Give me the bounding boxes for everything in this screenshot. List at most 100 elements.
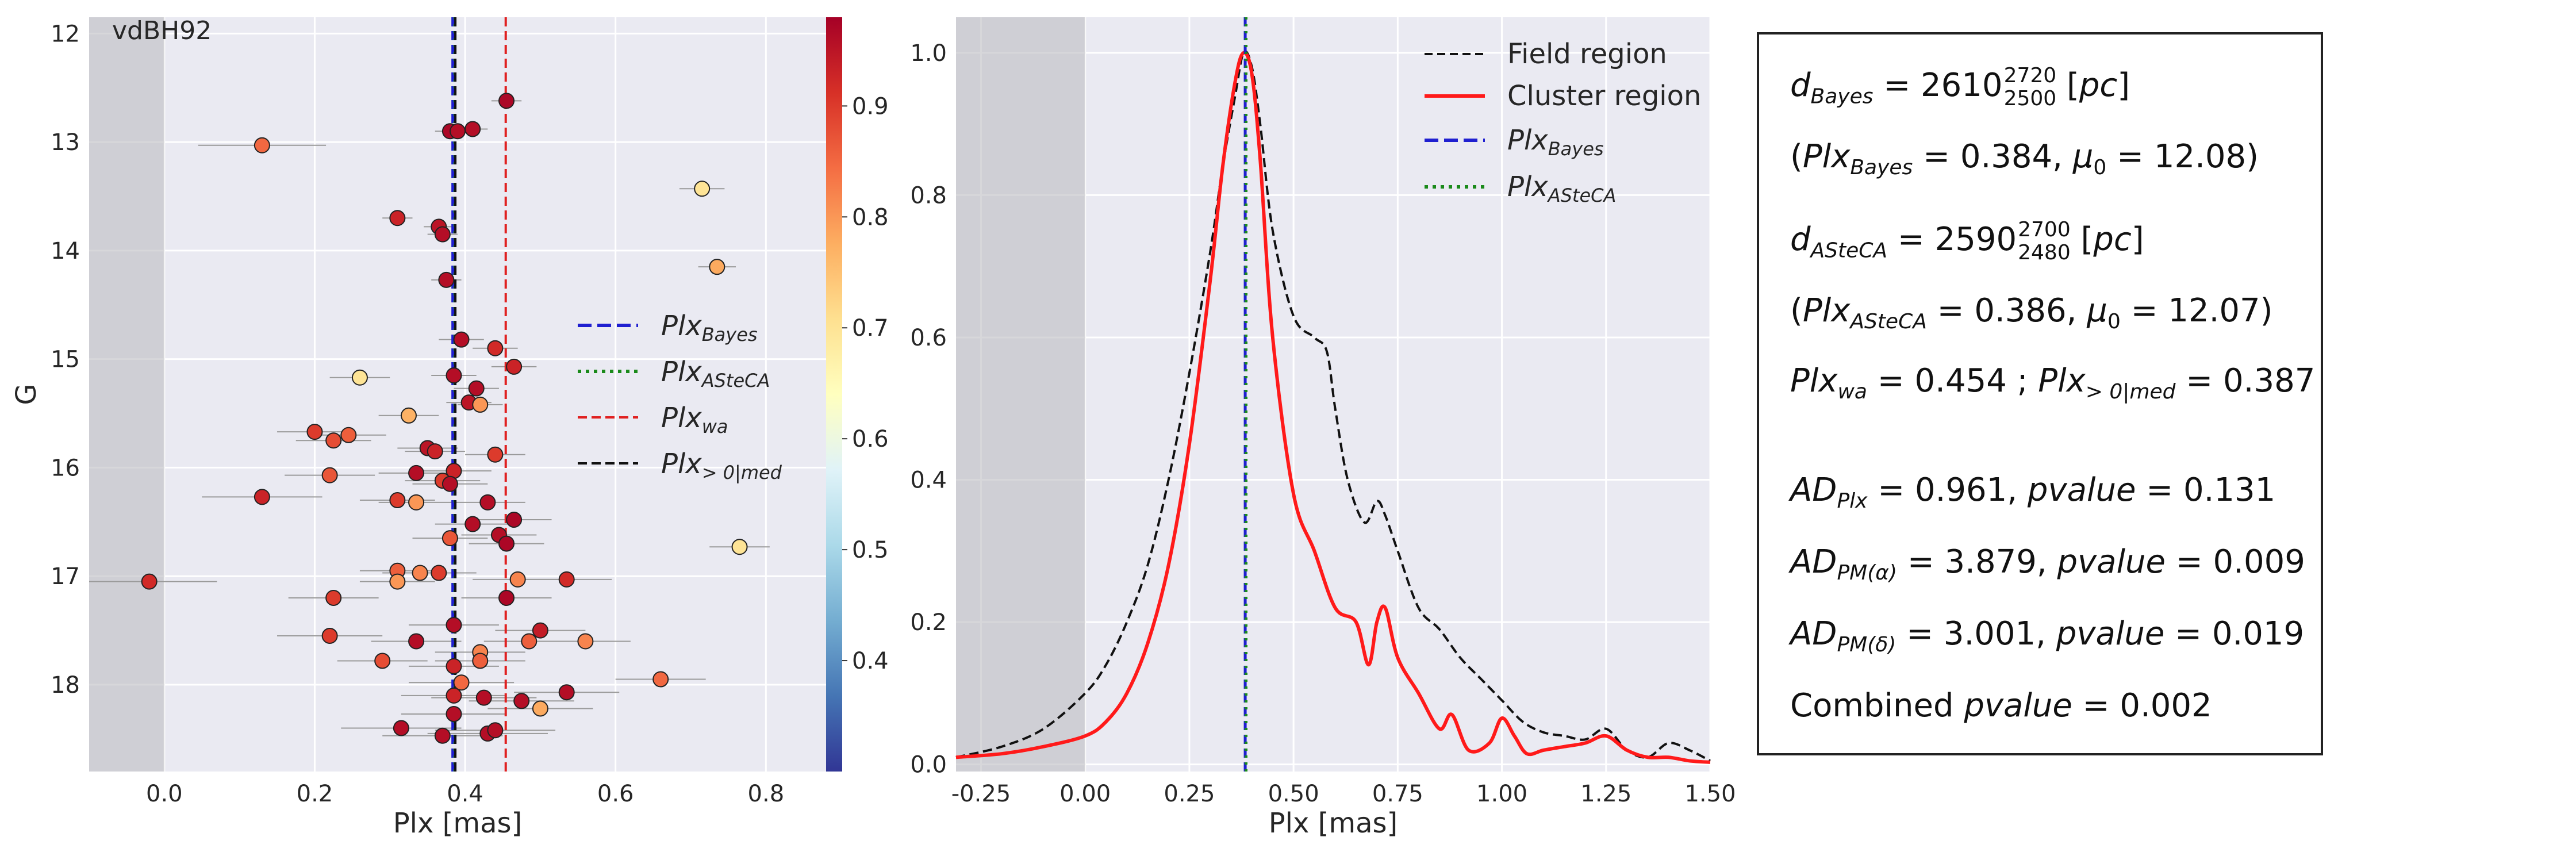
scatter-point-16 — [468, 380, 485, 397]
scatter-point-49 — [498, 589, 515, 606]
stat-ad-pm-delta: ADPM(δ) = 3.001, pvalue = 0.019 — [1790, 615, 2305, 657]
line-series-1 — [955, 51, 1711, 764]
scatter-point-9 — [709, 259, 725, 275]
colorbar-tick-1: 0.5 — [852, 537, 889, 563]
line-series-0 — [955, 50, 1711, 762]
colorbar — [826, 17, 842, 772]
line-y-tick-0: 0.0 — [910, 752, 947, 778]
scatter-point-24 — [427, 443, 443, 460]
scatter-point-22 — [340, 427, 357, 443]
scatter-point-6 — [389, 210, 406, 227]
scatter-y-label: G — [10, 383, 43, 405]
scatter-point-11 — [453, 331, 470, 348]
colorbar-tick-2: 0.6 — [852, 426, 889, 452]
scatter-shade-rect — [89, 17, 164, 772]
scatter-point-58 — [374, 653, 391, 669]
legend-label-asteca: PlxASteCA — [661, 356, 770, 392]
line-x-tick-5: 1.00 — [1476, 781, 1527, 807]
scatter-point-3 — [450, 123, 466, 140]
scatter-point-14 — [351, 369, 368, 386]
scatter-point-68 — [393, 720, 409, 736]
scatter-point-66 — [532, 700, 548, 717]
scatter-point-0 — [498, 93, 515, 109]
scatter-points — [141, 93, 748, 744]
scatter-point-50 — [446, 617, 462, 634]
legend-label-wa: Plxwa — [661, 402, 728, 437]
line-x-label: Plx [mas] — [1269, 807, 1398, 839]
line-shade-rect — [956, 17, 1085, 772]
stat-d-bayes: dBayes = 2610 2720 2500 [pc] — [1790, 64, 2130, 110]
scatter-point-1 — [254, 137, 270, 153]
line-x-tick-2: 0.25 — [1164, 781, 1215, 807]
line-panel: -0.25 0.00 0.25 0.50 0.75 1.00 1.25 1.50 0.0 0.2… — [910, 17, 1736, 839]
scatter-y-tick-0: 12 — [51, 21, 80, 47]
scatter-point-18 — [472, 396, 489, 413]
scatter-point-37 — [442, 530, 458, 547]
legend-label-bayes: PlxBayes — [661, 310, 758, 346]
scatter-point-54 — [521, 633, 538, 650]
line-y-tick-4: 0.8 — [910, 182, 947, 209]
scatter-point-59 — [446, 658, 462, 674]
scatter-point-52 — [321, 628, 338, 644]
scatter-y-tick-3: 15 — [51, 347, 80, 373]
scatter-point-13 — [506, 358, 523, 375]
stat-plx-wa-med: Plxwa = 0.454 ; Plx> 0|med = 0.387 — [1790, 362, 2316, 404]
line-y-ticks: 0.0 0.2 0.4 0.6 0.8 1.0 — [910, 40, 947, 778]
line-x-tick-3: 0.50 — [1268, 781, 1319, 807]
scatter-point-53 — [408, 633, 425, 650]
scatter-panel: 0.0 0.2 0.4 0.6 0.8 12 13 14 15 16 17 18 vdBH92 Pl… — [10, 16, 889, 839]
scatter-point-51 — [532, 622, 548, 639]
scatter-y-tick-6: 18 — [51, 672, 80, 699]
line-vertical-lines — [1243, 17, 1248, 772]
line-shaded-region — [956, 17, 1085, 772]
scatter-x-tick-3: 0.6 — [597, 781, 634, 807]
scatter-point-71 — [487, 722, 504, 739]
scatter-x-ticks: 0.0 0.2 0.4 0.6 0.8 — [146, 781, 784, 807]
scatter-y-tick-5: 17 — [51, 563, 80, 590]
scatter-point-32 — [389, 492, 406, 509]
stat-d-asteca: dASteCA = 2590 2700 2480 [pc] — [1790, 218, 2144, 264]
scatter-y-tick-1: 13 — [51, 129, 80, 156]
scatter-point-38 — [464, 516, 481, 532]
scatter-point-45 — [389, 573, 406, 590]
scatter-point-31 — [254, 489, 270, 505]
line-x-tick-7: 1.50 — [1684, 781, 1736, 807]
colorbar-tick-3: 0.7 — [852, 315, 889, 341]
scatter-point-55 — [577, 633, 594, 650]
scatter-point-12 — [487, 340, 504, 356]
scatter-point-26 — [321, 467, 338, 483]
line-legend: Field region Cluster region PlxBayes Plx… — [1425, 38, 1701, 206]
scatter-point-19 — [400, 407, 417, 424]
legend-label-asteca-2: PlxASteCA — [1507, 171, 1616, 206]
scatter-point-20 — [306, 424, 323, 440]
scatter-point-8 — [434, 226, 451, 243]
scatter-point-35 — [506, 512, 523, 528]
scatter-point-43 — [412, 565, 428, 581]
legend-label-med: Plx> 0|med — [661, 448, 782, 483]
stat-ad-pm-alpha: ADPM(α) = 3.879, pvalue = 0.009 — [1790, 543, 2305, 585]
scatter-point-40 — [731, 539, 748, 555]
scatter-point-27 — [408, 465, 425, 481]
line-x-ticks: -0.25 0.00 0.25 0.50 0.75 1.00 1.25 1.50 — [951, 781, 1736, 807]
scatter-point-41 — [141, 573, 158, 590]
scatter-y-tick-4: 16 — [51, 455, 80, 481]
line-x-tick-1: 0.00 — [1059, 781, 1111, 807]
scatter-vertical-lines — [451, 17, 507, 772]
scatter-x-tick-1: 0.2 — [297, 781, 333, 807]
legend-label-field: Field region — [1507, 38, 1667, 70]
scatter-point-57 — [472, 653, 489, 669]
scatter-point-39 — [498, 535, 515, 552]
scatter-point-65 — [513, 693, 530, 709]
line-x-tick-6: 1.25 — [1580, 781, 1631, 807]
scatter-y-ticks: 12 13 14 15 16 17 18 — [51, 21, 80, 699]
statistics-box: dBayes = 2610 2720 2500 [pc] (PlxBayes = 0… — [1757, 32, 2323, 755]
colorbar-tick-4: 0.8 — [852, 204, 889, 231]
line-x-tick-4: 0.75 — [1372, 781, 1423, 807]
scatter-point-47 — [558, 571, 575, 588]
line-x-tick-0: -0.25 — [951, 781, 1011, 807]
colorbar-tick-5: 0.9 — [852, 93, 889, 120]
line-y-tick-2: 0.4 — [910, 467, 947, 494]
line-y-tick-3: 0.6 — [910, 325, 947, 351]
scatter-point-60 — [453, 674, 470, 691]
